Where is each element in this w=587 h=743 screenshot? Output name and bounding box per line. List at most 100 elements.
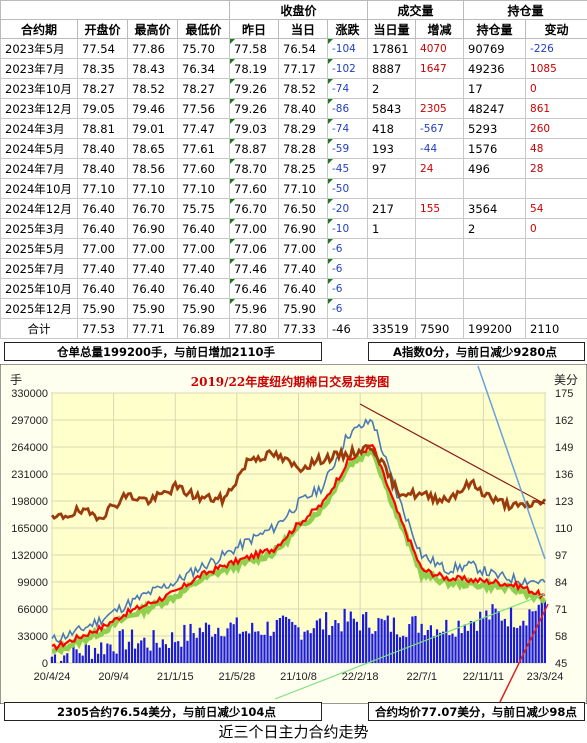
table-row: 2025年12月 75.90 75.90 75.90 75.96 75.90 -6 bbox=[0, 298, 587, 319]
prev-cell: 79.26 bbox=[229, 78, 279, 99]
volume-bar bbox=[448, 635, 451, 663]
volume-bar bbox=[226, 628, 229, 663]
volume-bar bbox=[479, 611, 482, 663]
volume-bar bbox=[140, 640, 143, 663]
vol-chg-cell: 4070 bbox=[415, 38, 465, 59]
volume-bar bbox=[211, 636, 214, 663]
vol-chg-cell bbox=[415, 218, 465, 239]
oi-cell: 2 bbox=[463, 218, 527, 239]
volume-bar bbox=[482, 618, 485, 663]
volume-bar bbox=[466, 630, 469, 663]
x-tick-label: 22/7/1 bbox=[406, 671, 437, 683]
today-cell: 76.40 bbox=[278, 278, 328, 299]
volume-bar bbox=[540, 593, 543, 663]
volume-bar bbox=[377, 618, 380, 663]
volume-bar bbox=[454, 636, 457, 663]
volume-bar bbox=[476, 630, 479, 663]
volume-bar bbox=[537, 604, 540, 663]
volume-bar bbox=[414, 615, 417, 663]
chg-cell: -74 bbox=[326, 118, 369, 139]
volume-bar bbox=[460, 633, 463, 663]
vol-cell: 17861 bbox=[367, 38, 417, 59]
column-header-row: 合约期 开盘价 最高价 最低价 昨日 当日 涨跌 当日量 增减 持仓量 变动 bbox=[0, 19, 587, 39]
table-row: 2024年3月 78.81 79.01 77.47 79.03 78.29 -74 418 -5… bbox=[0, 118, 587, 139]
volume-bar bbox=[294, 624, 297, 663]
chg-cell: -6 bbox=[326, 278, 369, 299]
today-cell: 76.50 bbox=[278, 198, 328, 219]
y-left-tick-label: 132000 bbox=[11, 550, 48, 562]
vol-chg-cell: 24 bbox=[415, 158, 465, 179]
chart-title: 2019/22年度纽约期棉日交易走势图 bbox=[191, 374, 389, 389]
volume-bar bbox=[53, 654, 57, 663]
y-right-tick-label: 71 bbox=[555, 604, 567, 616]
vol-cell: 33519 bbox=[367, 318, 417, 339]
open-cell: 78.40 bbox=[77, 138, 128, 159]
y-right-tick-label: 149 bbox=[555, 442, 573, 454]
y-left-tick-label: 66000 bbox=[17, 604, 48, 616]
y-right-tick-label: 84 bbox=[555, 577, 567, 589]
volume-bar bbox=[488, 619, 491, 663]
volume-bar bbox=[158, 647, 161, 663]
oi-cell: 17 bbox=[463, 78, 527, 99]
prev-cell: 76.46 bbox=[229, 278, 279, 299]
volume-bar bbox=[411, 616, 414, 663]
chg-cell: -20 bbox=[326, 198, 369, 219]
low-cell: 76.89 bbox=[177, 318, 230, 339]
footer-title: 近三个日主力合约走势 bbox=[218, 723, 369, 741]
volume-bar bbox=[337, 623, 340, 663]
contract-2305-summary: 2305合约76.54美分，与前日减少104点 bbox=[4, 702, 322, 721]
volume-bar bbox=[503, 618, 506, 663]
oi-chg-cell bbox=[525, 278, 587, 299]
volume-bar bbox=[417, 632, 420, 663]
low-cell: 75.90 bbox=[177, 298, 230, 319]
volume-bar bbox=[395, 634, 399, 663]
volume-bar bbox=[106, 643, 109, 663]
volume-bar bbox=[423, 635, 426, 663]
low-cell: 77.56 bbox=[177, 98, 230, 119]
volume-bar bbox=[161, 639, 164, 663]
volume-bar bbox=[312, 628, 315, 663]
volume-bar bbox=[368, 627, 371, 663]
y-left-tick-label: 330000 bbox=[11, 388, 48, 400]
volume-bar bbox=[300, 639, 303, 663]
contract-cell: 2023年10月 bbox=[0, 78, 78, 99]
low-cell: 77.00 bbox=[177, 238, 230, 259]
low-cell: 75.75 bbox=[177, 198, 230, 219]
volume-bar bbox=[309, 633, 312, 663]
volume-bar bbox=[241, 631, 245, 663]
high-cell: 79.01 bbox=[127, 118, 178, 139]
high-cell: 77.71 bbox=[127, 318, 178, 339]
contract-cell: 2025年5月 bbox=[0, 238, 78, 259]
y-right-tick-label: 110 bbox=[555, 523, 573, 535]
trend-line-red bbox=[499, 603, 549, 703]
volume-bar bbox=[439, 632, 442, 663]
volume-bar bbox=[516, 628, 519, 663]
vol-chg-cell: 2305 bbox=[415, 98, 465, 119]
quote-table: 收盘价 成交量 持仓量 合约期 开盘价 最高价 最低价 昨日 当日 涨跌 当日量… bbox=[0, 0, 587, 339]
vol-cell: 418 bbox=[367, 118, 417, 139]
volume-bar bbox=[534, 610, 537, 663]
volume-bar bbox=[429, 625, 432, 663]
open-cell: 76.40 bbox=[77, 198, 128, 219]
volume-bar bbox=[207, 624, 211, 663]
vol-chg-cell: -44 bbox=[415, 138, 465, 159]
volume-bar bbox=[137, 643, 140, 663]
trend-line-green bbox=[274, 593, 546, 700]
col-header-vol: 当日量 bbox=[367, 19, 417, 39]
volume-bar bbox=[349, 611, 352, 663]
prev-cell: 77.46 bbox=[229, 258, 279, 279]
table-row: 2023年7月 78.35 78.43 76.34 78.19 77.17 -102 8887… bbox=[0, 58, 587, 79]
high-cell: 77.10 bbox=[127, 178, 178, 199]
volume-bar bbox=[121, 629, 124, 663]
prev-cell: 77.80 bbox=[229, 318, 279, 339]
vol-chg-cell bbox=[415, 278, 465, 299]
volume-bar bbox=[217, 627, 220, 663]
vol-cell: 5843 bbox=[367, 98, 417, 119]
vol-chg-cell bbox=[415, 78, 465, 99]
contract-cell: 2024年10月 bbox=[0, 178, 78, 199]
total-row: 合计 77.53 77.71 76.89 77.80 77.33 -46 33519 7590 1… bbox=[0, 318, 587, 339]
table-row: 2024年10月 77.10 77.10 77.10 77.60 77.10 -50 bbox=[0, 178, 587, 199]
volume-bar bbox=[306, 630, 309, 663]
volume-bar bbox=[257, 631, 260, 663]
vol-cell bbox=[367, 278, 417, 299]
